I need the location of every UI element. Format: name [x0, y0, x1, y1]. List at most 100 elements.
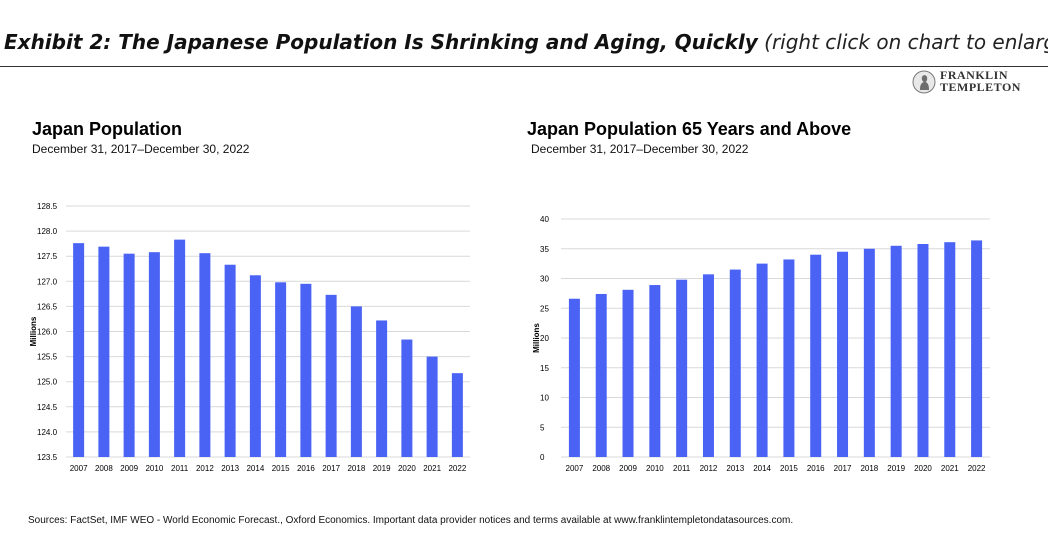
bar-2015: [275, 282, 287, 457]
x-tick-label: 2007: [566, 464, 584, 473]
chart2-subtitle: December 31, 2017–December 30, 2022: [531, 142, 749, 156]
bar-2020: [401, 339, 413, 457]
x-tick-label: 2013: [221, 464, 239, 473]
x-tick-label: 2020: [398, 464, 416, 473]
bar-2014: [756, 263, 768, 457]
bar-2016: [810, 254, 822, 457]
bar-2014: [249, 275, 261, 457]
y-tick-label: 30: [540, 275, 549, 284]
y-axis-label: Millions: [29, 316, 38, 346]
x-tick-label: 2019: [887, 464, 905, 473]
bar-2009: [622, 289, 634, 457]
bar-2012: [702, 274, 714, 457]
x-tick-label: 2020: [914, 464, 932, 473]
bar-2019: [890, 245, 902, 457]
y-axis-label: Millions: [532, 323, 541, 353]
y-tick-label: 125.0: [37, 378, 58, 387]
y-tick-label: 126.5: [37, 302, 58, 311]
x-tick-label: 2009: [619, 464, 637, 473]
bar-2010: [649, 285, 661, 457]
y-tick-label: 124.5: [37, 403, 58, 412]
bar-2018: [350, 306, 362, 457]
bar-2020: [917, 243, 929, 457]
y-tick-label: 123.5: [37, 453, 58, 462]
x-tick-label: 2019: [373, 464, 391, 473]
x-tick-label: 2017: [834, 464, 852, 473]
y-tick-label: 124.0: [37, 428, 58, 437]
bar-2013: [224, 264, 236, 457]
x-tick-label: 2014: [753, 464, 771, 473]
exhibit-title-note: (right click on chart to enlarge): [764, 30, 1048, 54]
bar-2008: [595, 293, 607, 457]
bar-2009: [123, 253, 135, 457]
bar-2021: [426, 356, 438, 457]
y-tick-label: 126.0: [37, 328, 58, 337]
x-tick-label: 2014: [246, 464, 264, 473]
y-tick-label: 25: [540, 304, 549, 313]
chart2-title: Japan Population 65 Years and Above: [527, 119, 852, 139]
source-note: Sources: FactSet, IMF WEO - World Econom…: [28, 515, 794, 526]
franklin-templeton-logo: FRANKLIN TEMPLETON: [912, 69, 1040, 97]
y-tick-label: 128.0: [37, 227, 58, 236]
x-tick-label: 2016: [807, 464, 825, 473]
bar-2008: [98, 246, 110, 457]
y-tick-label: 127.5: [37, 252, 58, 261]
x-tick-label: 2010: [646, 464, 664, 473]
bar-2019: [376, 320, 388, 457]
chart1-subtitle: December 31, 2017–December 30, 2022: [32, 142, 250, 156]
bar-2022: [971, 240, 983, 457]
y-tick-label: 35: [540, 245, 549, 254]
franklin-portrait-icon: [912, 70, 936, 94]
x-tick-label: 2008: [95, 464, 113, 473]
x-tick-label: 2008: [592, 464, 610, 473]
x-tick-label: 2022: [448, 464, 466, 473]
x-tick-label: 2021: [423, 464, 441, 473]
x-tick-label: 2009: [120, 464, 138, 473]
bar-2018: [863, 248, 875, 457]
x-tick-label: 2018: [347, 464, 365, 473]
y-tick-label: 15: [540, 364, 549, 373]
x-tick-label: 2018: [860, 464, 878, 473]
logo-line-1: FRANKLIN: [940, 68, 1009, 82]
x-tick-label: 2011: [673, 464, 691, 473]
y-tick-label: 0: [540, 453, 545, 462]
bar-2007: [568, 298, 580, 457]
bar-2015: [783, 259, 795, 457]
x-tick-label: 2010: [145, 464, 163, 473]
y-tick-label: 125.5: [37, 353, 58, 362]
x-tick-label: 2017: [322, 464, 340, 473]
bar-2022: [451, 373, 463, 457]
bar-2017: [837, 251, 849, 457]
y-tick-label: 20: [540, 334, 549, 343]
bar-2017: [325, 294, 337, 457]
x-tick-label: 2021: [941, 464, 959, 473]
y-tick-label: 127.0: [37, 277, 58, 286]
logo-wordmark: FRANKLIN TEMPLETON: [940, 69, 1021, 93]
chart1-title: Japan Population: [32, 119, 183, 139]
x-tick-label: 2012: [196, 464, 214, 473]
bar-2012: [199, 253, 211, 457]
x-tick-label: 2022: [968, 464, 986, 473]
x-tick-label: 2016: [297, 464, 315, 473]
exhibit-title: Exhibit 2: The Japanese Population Is Sh…: [4, 30, 1048, 54]
x-tick-label: 2011: [171, 464, 189, 473]
x-tick-label: 2015: [272, 464, 290, 473]
bar-2010: [148, 252, 160, 457]
exhibit-title-main: Exhibit 2: The Japanese Population Is Sh…: [4, 30, 758, 54]
bar-2011: [676, 279, 688, 457]
x-tick-label: 2013: [726, 464, 744, 473]
y-tick-label: 128.5: [37, 202, 58, 211]
y-tick-label: 5: [540, 423, 545, 432]
y-tick-label: 10: [540, 394, 549, 403]
logo-line-2: TEMPLETON: [940, 80, 1021, 94]
bar-2011: [174, 239, 186, 457]
x-tick-label: 2007: [70, 464, 88, 473]
bar-2013: [729, 269, 741, 457]
bar-2021: [944, 242, 956, 457]
y-tick-label: 40: [540, 215, 549, 224]
page-header: Exhibit 2: The Japanese Population Is Sh…: [0, 0, 1048, 67]
bar-2007: [73, 243, 85, 457]
x-tick-label: 2015: [780, 464, 798, 473]
